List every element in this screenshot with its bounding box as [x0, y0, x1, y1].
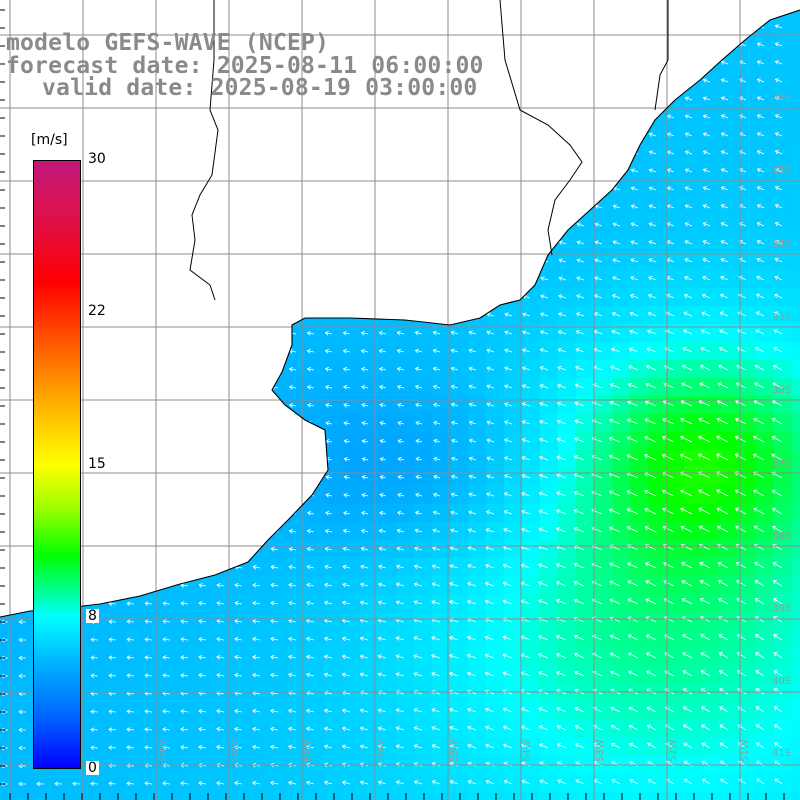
forecast-date: forecast date: 2025-08-11 06:00:00	[6, 53, 484, 79]
colorbar-tick-22: 22	[86, 303, 108, 319]
colorbar-tick-0: 0	[86, 760, 99, 776]
lat-label-34s: 34S	[772, 239, 792, 250]
valid-date: valid date: 2025-08-19 03:00:00	[42, 75, 478, 101]
lat-label-40s: 40S	[772, 676, 792, 687]
land-border	[499, 0, 583, 256]
colorbar-tick-8: 8	[86, 608, 99, 624]
lat-label-35s: 35S	[772, 312, 792, 323]
lon-label-56w: 56W	[376, 739, 387, 762]
coastline	[0, 9, 800, 618]
lat-label-41s: 41S	[772, 748, 792, 759]
lon-label-55w: 55W	[449, 739, 460, 762]
model-title: modelo GEFS-WAVE (NCEP)	[6, 30, 330, 56]
lon-label-52w: 52W	[668, 739, 679, 762]
lat-label-36s: 36S	[772, 385, 792, 396]
colorbar-tick-30: 30	[86, 151, 108, 167]
lon-label-51w: 51W	[740, 739, 751, 762]
colorbar	[33, 160, 81, 769]
land-border	[189, 0, 219, 301]
lat-label-38s: 38S	[772, 531, 792, 542]
lat-label-39s: 39S	[772, 603, 792, 614]
lon-label-57w: 57W	[303, 739, 314, 762]
lat-label-37s: 37S	[772, 459, 792, 470]
lat-label-32s: 32S	[772, 92, 792, 103]
lon-label-59w: 59W	[158, 739, 169, 762]
lon-label-53w: 53W	[595, 739, 606, 762]
land-border	[654, 0, 669, 111]
colorbar-tick-15: 15	[86, 456, 108, 472]
colorbar-units: [m/s]	[31, 132, 68, 148]
lon-label-58w: 58W	[230, 739, 241, 762]
axis-ticks	[0, 9, 785, 800]
lon-label-54w: 54W	[522, 739, 533, 762]
lat-label-33s: 33S	[772, 165, 792, 176]
